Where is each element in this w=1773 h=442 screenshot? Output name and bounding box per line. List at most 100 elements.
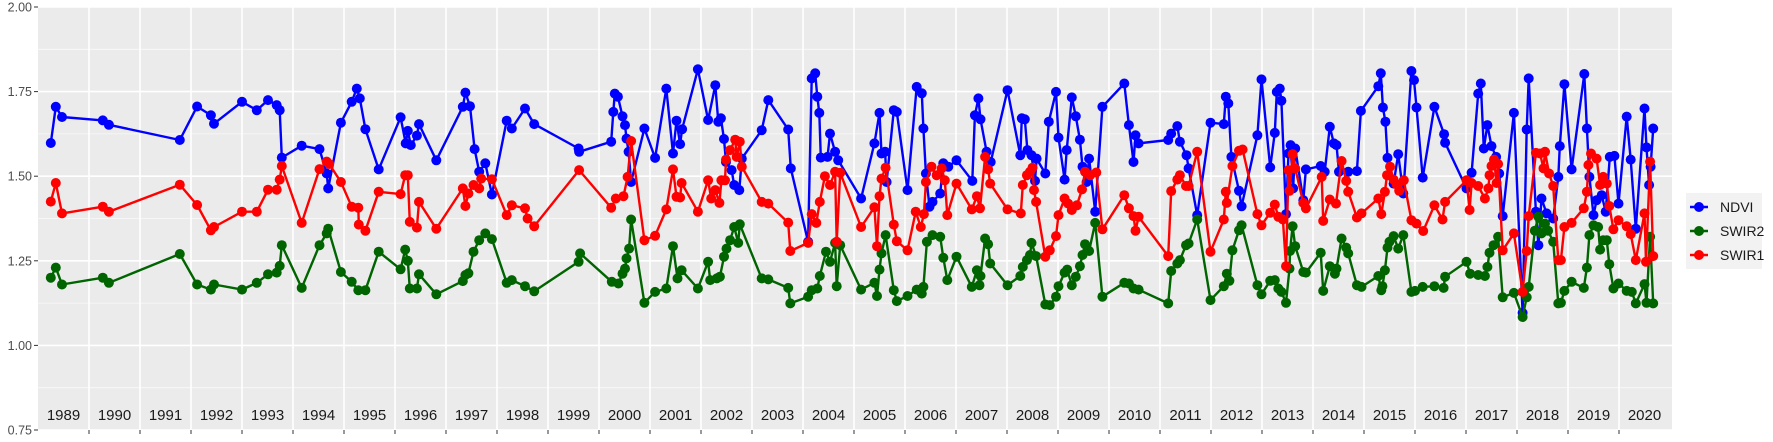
data-point-swir2 [733,237,744,248]
data-point-ndvi [1373,81,1384,92]
data-point-ndvi [1166,128,1177,139]
data-point-swir2 [1269,275,1280,286]
data-point-swir2 [725,235,736,246]
data-point-ndvi [822,151,833,162]
data-point-ndvi [1133,138,1144,149]
data-point-swir1 [1281,261,1291,272]
data-point-ndvi [1256,74,1267,85]
data-point-swir1 [1029,185,1039,196]
data-point-ndvi [661,83,672,94]
data-point-ndvi [506,123,517,134]
data-point-swir1 [610,193,621,204]
data-point-swir2 [1287,221,1298,232]
data-point-swir2 [1440,271,1451,282]
data-point-swir1 [404,216,415,227]
data-point-swir1 [1290,163,1301,174]
data-point-swir2 [1343,248,1354,259]
legend-item-swir1: SWIR1 [1690,247,1765,263]
data-point-ndvi [1482,120,1493,131]
year-label: 2014 [1322,407,1355,424]
y-tick-label: 1.00 [8,339,32,353]
data-point-swir2 [1318,285,1329,296]
data-point-swir1 [926,161,937,172]
data-point-swir2 [1002,280,1013,291]
data-point-swir1 [1578,203,1589,214]
data-point-swir1 [661,204,672,215]
data-point-swir2 [474,235,485,246]
data-point-swir2 [237,284,247,295]
data-point-swir1 [668,164,678,175]
data-point-swir1 [174,179,185,190]
legend: NDVI SWIR2 SWIR1 [1686,193,1765,269]
data-point-ndvi [460,87,471,98]
data-point-swir1 [942,210,953,221]
year-label: 1994 [302,407,335,424]
year-label: 2018 [1526,407,1559,424]
data-point-swir2 [951,251,962,262]
data-point-ndvi [373,164,384,175]
data-point-ndvi [1351,166,1362,177]
data-point-ndvi [1205,117,1216,128]
data-point-swir1 [1479,193,1490,204]
data-point-ndvi [1019,114,1030,125]
data-point-swir1 [1497,245,1508,256]
data-point-ndvi [1411,102,1422,113]
year-label: 2000 [608,407,641,424]
data-point-swir1 [966,204,977,215]
data-point-ndvi [1040,168,1051,179]
data-point-swir2 [1062,264,1073,275]
data-point-ndvi [902,185,913,196]
data-point-ndvi [1439,129,1450,140]
data-point-swir1 [1336,156,1347,166]
data-point-ndvi [675,139,686,150]
data-point-swir1 [574,165,585,176]
data-point-swir1 [692,206,703,217]
data-point-ndvi [1429,101,1440,112]
data-point-swir1 [618,191,629,202]
data-point-swir1 [1601,178,1612,189]
data-point-swir2 [1461,256,1472,267]
data-point-swir2 [1517,312,1528,322]
data-point-swir1 [431,223,442,234]
data-point-swir2 [296,282,307,293]
data-point-swir1 [237,206,247,217]
data-point-ndvi [1566,164,1577,175]
data-point-swir2 [1410,285,1420,296]
series-layer [45,64,1659,322]
data-point-swir2 [1497,292,1508,303]
data-point-swir1 [806,209,817,220]
data-point-swir1 [985,178,996,189]
data-point-swir1 [474,183,485,194]
data-point-swir2 [1227,245,1238,256]
data-point-swir2 [1373,271,1384,281]
data-point-ndvi [1406,66,1417,76]
data-point-ndvi [715,113,726,124]
data-point-swir2 [1465,268,1476,279]
data-point-ndvi [1252,130,1263,141]
data-point-swir2 [1053,281,1064,292]
data-point-swir1 [983,164,994,175]
data-point-swir2 [1281,297,1291,308]
data-point-ndvi [608,106,619,117]
data-point-swir2 [1429,281,1440,292]
data-point-ndvi [1440,137,1451,148]
data-point-ndvi [1059,174,1070,185]
data-point-swir2 [975,271,986,281]
data-point-swir1 [373,186,384,197]
data-point-ndvi [973,93,984,104]
year-label: 2002 [710,407,743,424]
data-point-swir1 [703,175,714,186]
data-point-swir2 [1559,285,1570,296]
year-label: 1989 [47,407,80,424]
data-point-swir2 [942,275,953,286]
year-label: 2007 [965,407,998,424]
data-point-ndvi [480,158,491,169]
y-tick-label: 2.00 [8,1,32,15]
data-point-swir2 [938,252,949,263]
data-point-swir2 [360,285,371,296]
data-point-ndvi [869,138,880,149]
data-point-ndvi [1588,210,1599,221]
data-point-ndvi [1382,152,1393,163]
data-point-swir2 [676,265,687,276]
data-point-swir1 [1051,231,1061,242]
